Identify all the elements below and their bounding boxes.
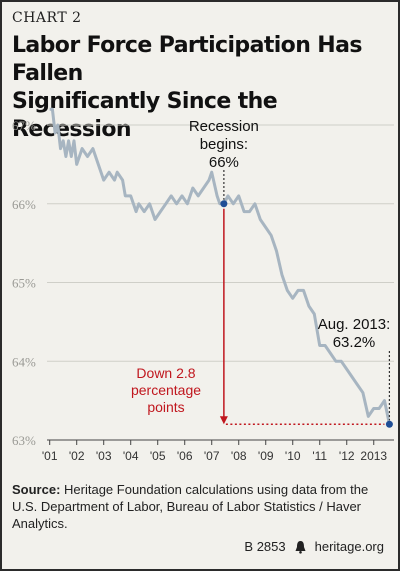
x-tick-label: '12: [339, 449, 355, 463]
latest-point-marker: [385, 420, 393, 428]
recession-label-line-2: begins:: [200, 136, 248, 153]
chart-title-line-1: Labor Force Participation Has Fallen: [12, 33, 362, 86]
series-layer: [49, 107, 391, 425]
y-tick-label: 66%: [12, 197, 36, 212]
recession-label-line-1: Recession: [189, 118, 259, 135]
latest-label-line-1: Aug. 2013:: [318, 316, 391, 333]
footer-site[interactable]: heritage.org: [314, 539, 384, 554]
y-tick-label: 67%: [12, 118, 36, 133]
participation-rate-line: [49, 107, 391, 425]
x-tick-label: '05: [150, 449, 166, 463]
source-label: Source:: [12, 482, 61, 497]
y-axis-ticks: 63% 64% 65% 66% 67%: [12, 118, 36, 448]
x-tick-label: '03: [96, 449, 112, 463]
y-tick-label: 63%: [12, 433, 36, 448]
grid-layer: [47, 124, 394, 441]
x-axis-ticks: '01 '02 '03 '04 '05 '06 '07 '08 '09 '10 '11 '12 2013: [42, 440, 387, 463]
chart-title-line-2: Significantly Since the Recession: [12, 89, 278, 142]
recession-point-marker: [220, 200, 228, 208]
chart-number-label: CHART 2: [12, 10, 82, 26]
y-tick-label: 65%: [12, 276, 36, 291]
liberty-bell-icon: [295, 540, 306, 554]
drop-label-line-3: points: [147, 399, 184, 415]
chart-title: Labor Force Participation Has Fallen Sig…: [12, 32, 392, 144]
x-tick-label: '07: [204, 449, 220, 463]
drop-label-line-1: Down 2.8: [136, 365, 195, 381]
footer: B 2853 heritage.org: [244, 539, 384, 554]
latest-value-label: 63.2%: [333, 334, 376, 351]
x-tick-label: '09: [258, 449, 274, 463]
drop-arrow-head: [219, 416, 228, 425]
source-note: Source: Heritage Foundation calculations…: [12, 481, 390, 532]
x-tick-label: '01: [42, 449, 58, 463]
recession-value-label: 66%: [209, 154, 239, 171]
x-tick-label: '02: [69, 449, 85, 463]
x-tick-label: '11: [312, 449, 327, 463]
y-tick-label: 64%: [12, 354, 36, 369]
x-tick-label: '04: [123, 449, 139, 463]
report-code: B 2853: [244, 539, 286, 554]
x-tick-label: 2013: [360, 449, 387, 463]
x-tick-label: '06: [177, 449, 193, 463]
source-body: Heritage Foundation calculations using d…: [12, 482, 369, 531]
x-tick-label: '08: [231, 449, 247, 463]
x-tick-label: '10: [285, 449, 301, 463]
drop-label-line-2: percentage: [131, 382, 201, 398]
